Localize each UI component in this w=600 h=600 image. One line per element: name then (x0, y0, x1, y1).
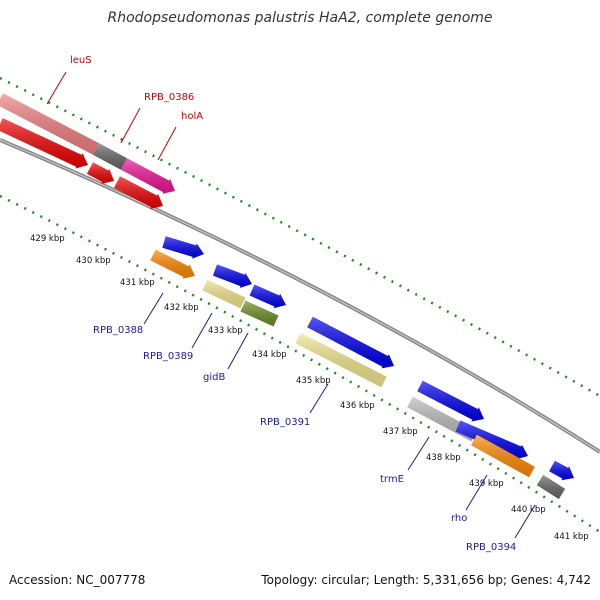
outer-dotted-ring (0, 76, 600, 398)
kbp-tick-label: 439 kbp (469, 479, 504, 489)
kbp-tick-label: 441 kbp (554, 532, 589, 542)
kbp-tick-label: 431 kbp (120, 278, 155, 288)
gene-block-leuS[interactable] (0, 93, 99, 155)
accession-text: Accession: NC_007778 (9, 573, 146, 587)
gene-block-holA[interactable] (121, 158, 175, 194)
gene-label-leader (120, 107, 141, 144)
gene-label-RPB_0386[interactable]: RPB_0386 (144, 92, 194, 103)
gene-label-RPB_0389[interactable]: RPB_0389 (143, 351, 193, 362)
topology-text: Topology: circular; Length: 5,331,656 bp… (261, 573, 591, 587)
gene-block-RPB_0388[interactable] (150, 249, 195, 279)
gene-label-rho[interactable]: rho (451, 513, 467, 524)
kbp-tick-label: 435 kbp (296, 376, 331, 386)
gene-features (0, 93, 574, 500)
gene-block-rho[interactable] (471, 434, 535, 478)
gene-block-top-red-1[interactable] (0, 118, 88, 169)
gene-labels: leuS RPB_0386 holA RPB_0388 RPB_0389 gidB RPB_… (46, 55, 536, 553)
gene-label-holA[interactable]: holA (181, 111, 203, 122)
gene-block-blue-2[interactable] (212, 264, 252, 288)
gene-label-leader (191, 312, 213, 349)
gene-label-leader (46, 71, 67, 105)
gene-label-leader (309, 383, 329, 414)
kbp-tick-label: 438 kbp (426, 453, 461, 463)
kbp-tick-label: 432 kbp (164, 303, 199, 313)
genome-backbone (0, 138, 600, 454)
gene-label-leuS[interactable]: leuS (70, 55, 92, 66)
gene-block-RPB_0389[interactable] (202, 279, 246, 309)
gene-block-blue-5[interactable] (417, 380, 484, 422)
gene-block-blue-4[interactable] (307, 316, 394, 369)
gene-label-leader (514, 504, 536, 539)
kbp-tick-label: 436 kbp (340, 401, 375, 411)
gene-block-gidB[interactable] (240, 300, 279, 327)
kbp-tick-label: 429 kbp (30, 234, 65, 244)
gene-block-RPB_0386[interactable] (92, 143, 128, 170)
kbp-tick-label: 430 kbp (76, 256, 111, 266)
kbp-tick-label: 433 kbp (208, 326, 243, 336)
kbp-tick-label: 434 kbp (252, 350, 287, 360)
gene-block-top-red-3[interactable] (114, 176, 163, 209)
kbp-ticks: 429 kbp 430 kbp 431 kbp 432 kbp 433 kbp 434 k… (30, 234, 589, 542)
map-title: Rhodopseudomonas palustris HaA2, complet… (107, 10, 492, 26)
gene-label-leader (407, 436, 430, 471)
gene-label-RPB_0391[interactable]: RPB_0391 (260, 417, 310, 428)
gene-label-leader (143, 292, 164, 325)
gene-label-trmE[interactable]: trmE (380, 474, 404, 485)
gene-label-leader (227, 332, 249, 370)
gene-block-blue-3[interactable] (249, 284, 286, 309)
inner-dotted-ring (0, 194, 600, 534)
gene-block-blue-6[interactable] (455, 420, 528, 460)
gene-block-top-red-2[interactable] (86, 162, 114, 184)
gene-block-RPB_0391[interactable] (295, 332, 387, 388)
gene-block-blue-7[interactable] (549, 460, 574, 481)
gene-block-RPB_0394[interactable] (536, 474, 566, 500)
gene-label-gidB[interactable]: gidB (203, 372, 225, 383)
kbp-tick-label: 440 kbp (511, 505, 546, 515)
gene-label-leader (465, 474, 488, 511)
gene-label-RPB_0388[interactable]: RPB_0388 (93, 325, 143, 336)
gene-block-blue-1[interactable] (162, 236, 204, 259)
gene-label-leader (157, 126, 177, 161)
gene-label-RPB_0394[interactable]: RPB_0394 (466, 542, 516, 553)
kbp-tick-label: 437 kbp (383, 427, 418, 437)
